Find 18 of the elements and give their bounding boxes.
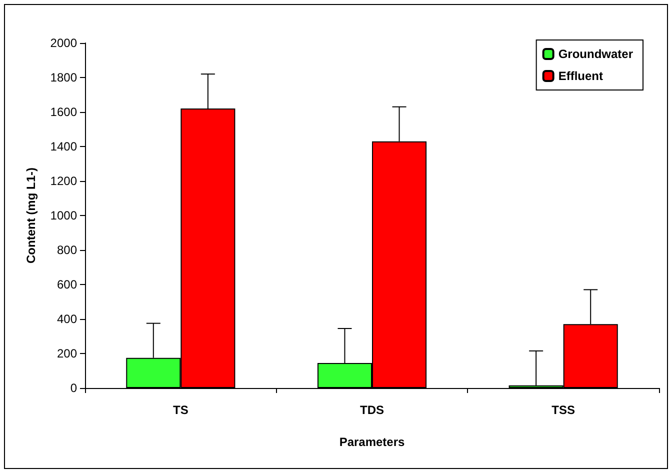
y-tick-label: 1000: [50, 208, 78, 222]
y-axis-title: Content (mg L1-): [24, 168, 38, 264]
y-tick-label: 1200: [50, 174, 78, 188]
y-tick-label: 800: [56, 243, 78, 257]
y-tick-label: 200: [56, 346, 78, 360]
legend-label: Effluent: [558, 69, 603, 83]
legend-label: Groundwater: [558, 47, 634, 61]
y-tick-label: 1400: [50, 140, 78, 154]
y-tick-label: 1600: [50, 105, 78, 119]
y-tick-label: 1800: [50, 70, 78, 84]
y-tick-label: 0: [70, 381, 78, 395]
y-tick-label: 600: [56, 278, 78, 292]
x-tick-label: TDS: [360, 403, 384, 417]
y-tick-label: 400: [56, 312, 78, 326]
x-tick-label: TS: [172, 403, 188, 417]
x-axis-title: Parameters: [339, 435, 406, 449]
x-tick-label: TSS: [552, 403, 576, 417]
y-tick-label: 2000: [50, 36, 78, 50]
